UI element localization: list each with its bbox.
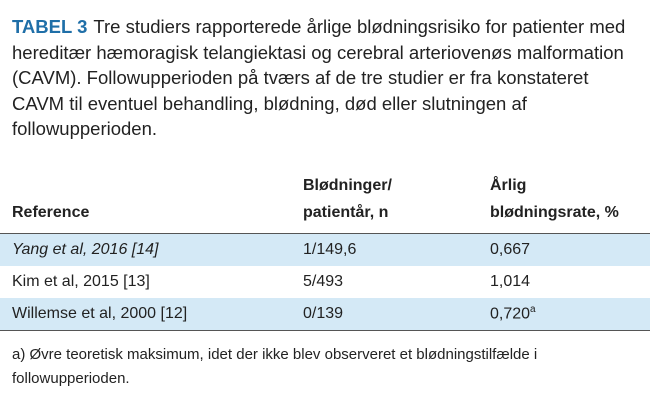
cell-text: 5/493 (303, 273, 344, 290)
header-cell: Årlig blødningsrate, % (490, 172, 650, 234)
cell-text: Willemse et al, 2000 [12] (12, 305, 188, 322)
caption: TABEL 3 Tre studiers rapporterede årlige … (12, 14, 642, 142)
caption-text: Tre studiers rapporterede årlige blødnin… (12, 16, 626, 139)
table-cell: 0/139 (303, 298, 490, 331)
header-cell: Reference (0, 172, 303, 234)
cell-text: 0/139 (303, 305, 344, 322)
table-cell: 0,720a (490, 298, 650, 331)
cell-text: Yang et al, 2016 [14] (12, 241, 159, 258)
table-cell: 1,014 (490, 266, 650, 298)
note-mark: a (530, 304, 536, 316)
table-row: Kim et al, 2015 [13] 5/493 1,014 (0, 266, 650, 298)
header-row: Reference Blødninger/ patientår, n Årlig b… (0, 172, 650, 234)
table-cell: Kim et al, 2015 [13] (0, 266, 303, 298)
cell-text: 0,667 (490, 241, 531, 258)
table-cell: Yang et al, 2016 [14] (0, 233, 303, 266)
table-row: Willemse et al, 2000 [12] 0/139 0,720a (0, 298, 650, 331)
header-cell: Blødninger/ patientår, n (303, 172, 490, 234)
footnote: a) Øvre teoretisk maksimum, idet der ikk… (12, 346, 538, 387)
caption-label: TABEL 3 (12, 16, 88, 37)
table-body: Yang et al, 2016 [14] 1/149,6 0,667 Kim et … (0, 233, 650, 331)
table-cell: 0,667 (490, 233, 650, 266)
table-row: Yang et al, 2016 [14] 1/149,6 0,667 (0, 233, 650, 266)
cell-text: 1,014 (490, 273, 531, 290)
cell-text: 1/149,6 (303, 241, 357, 258)
cell-text: Kim et al, 2015 [13] (12, 273, 150, 290)
table: Reference Blødninger/ patientår, n Årlig b… (0, 172, 650, 331)
cell-text: 0,720 (490, 305, 531, 323)
table-cell: 1/149,6 (303, 233, 490, 266)
table-cell: 5/493 (303, 266, 490, 298)
table-cell: Willemse et al, 2000 [12] (0, 298, 303, 331)
